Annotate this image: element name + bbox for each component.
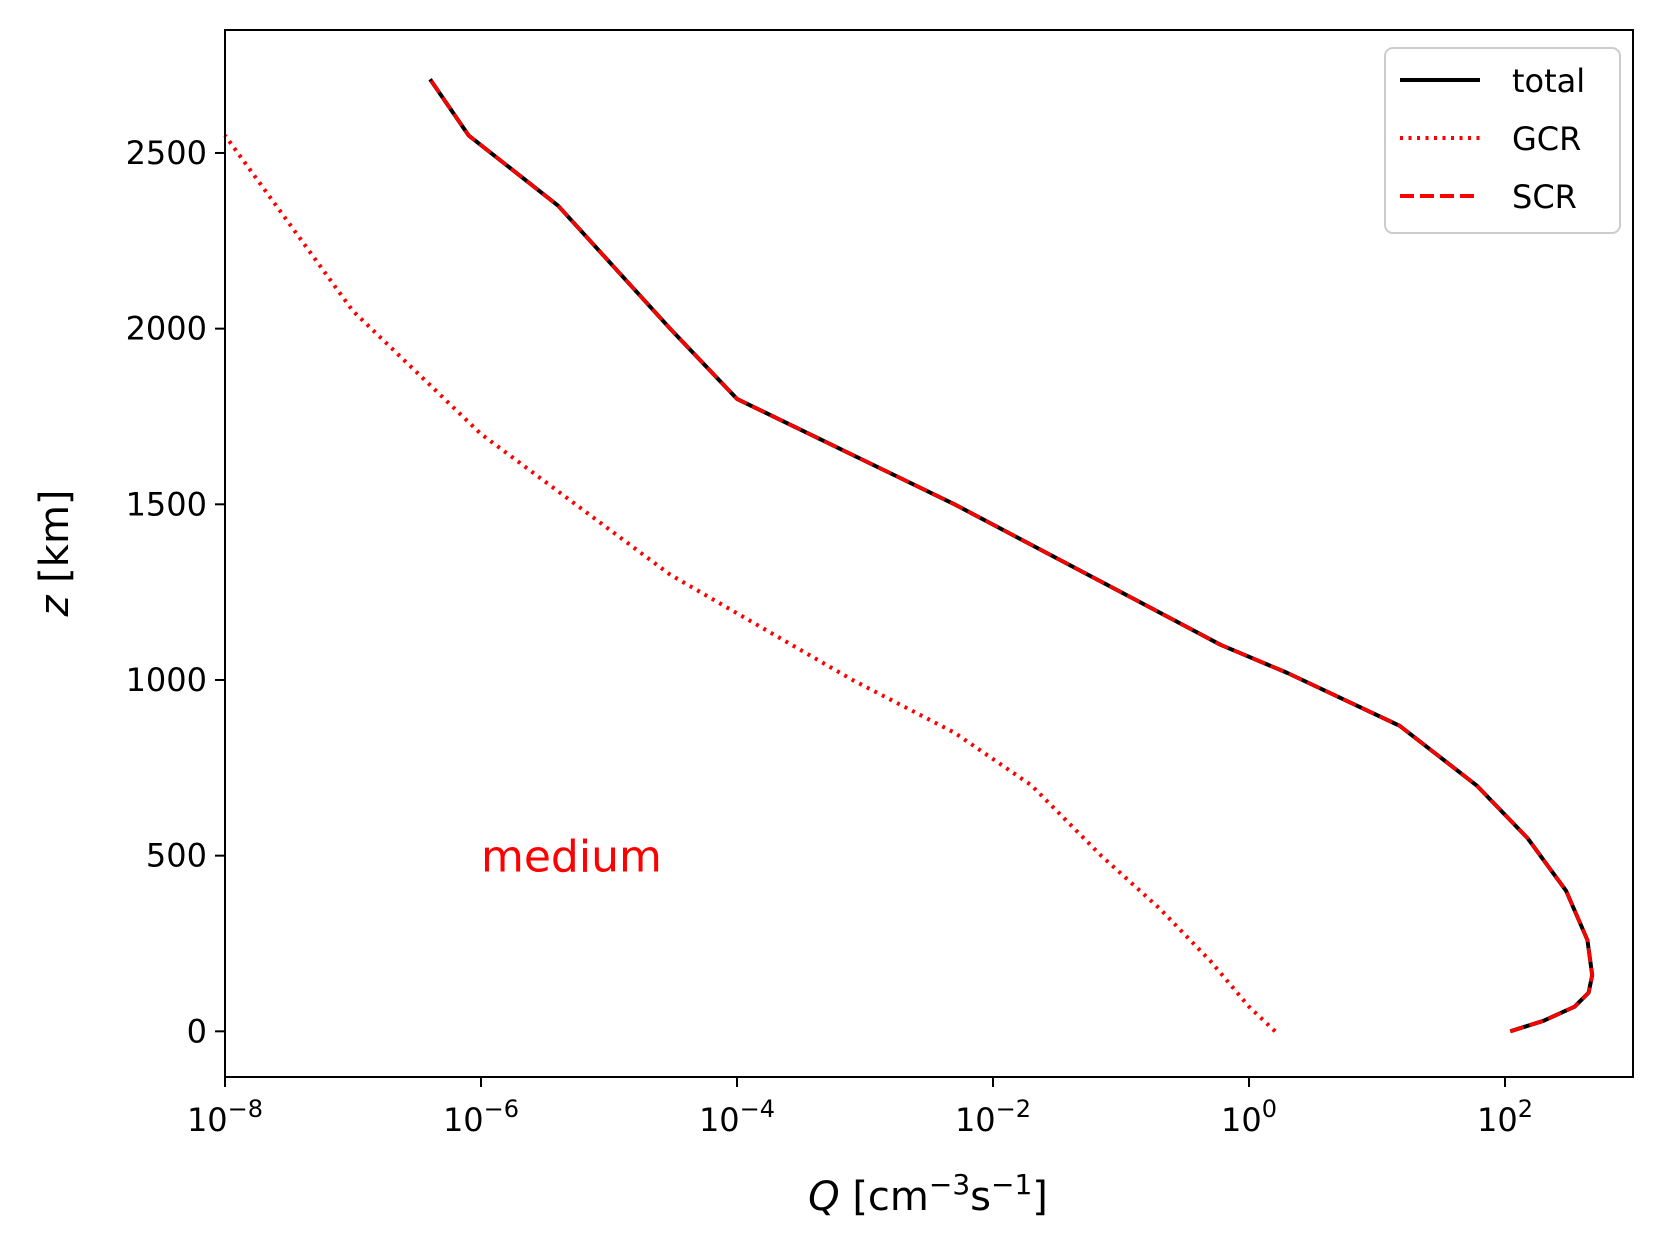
x-tick-label: 100: [1221, 1095, 1277, 1139]
y-tick-label: 0: [187, 1012, 207, 1050]
x-axis-label-exp2: −1: [991, 1168, 1032, 1201]
x-tick-label: 102: [1477, 1095, 1533, 1139]
legend: total GCR SCR: [1384, 47, 1621, 234]
y-axis-label: z [km]: [32, 489, 78, 617]
y-tick-label: 2500: [126, 134, 207, 172]
x-axis-label-var: Q: [808, 1174, 839, 1220]
y-axis-label-unit: [km]: [32, 489, 78, 582]
series-line-gcr: [223, 134, 1277, 1033]
x-axis-label-mid: s: [970, 1174, 991, 1220]
legend-label-total: total: [1512, 62, 1585, 100]
legend-label-scr: SCR: [1512, 178, 1577, 216]
axes-frame: [224, 29, 1634, 1078]
x-axis-label-unit: [cm: [852, 1174, 929, 1220]
y-tick-label: 500: [146, 837, 207, 875]
y-tick-label: 2000: [126, 310, 207, 348]
y-tick-label: 1000: [126, 661, 207, 699]
legend-label-gcr: GCR: [1512, 120, 1581, 158]
x-axis-ticks: 10−8 10−6 10−4 10−2 100 102: [187, 1077, 1533, 1139]
series-layer: [223, 78, 1595, 1034]
y-axis-ticks: 0 500 1000 1500 2000 2500: [126, 134, 225, 1050]
y-tick-label: 1500: [126, 485, 207, 523]
y-axis-label-var: z: [32, 595, 78, 618]
x-axis-label: Q [cm−3s−1]: [808, 1168, 1048, 1220]
x-tick-label: 10−8: [187, 1095, 263, 1139]
x-axis-label-exp1: −3: [929, 1168, 970, 1201]
series-line-scr: [428, 78, 1594, 1033]
legend-box: [1384, 47, 1621, 234]
x-tick-label: 10−4: [699, 1095, 775, 1139]
x-tick-label: 10−2: [955, 1095, 1031, 1139]
x-tick-label: 10−6: [443, 1095, 519, 1139]
annotation-medium: medium: [481, 832, 662, 883]
x-axis-label-post: ]: [1032, 1174, 1048, 1220]
